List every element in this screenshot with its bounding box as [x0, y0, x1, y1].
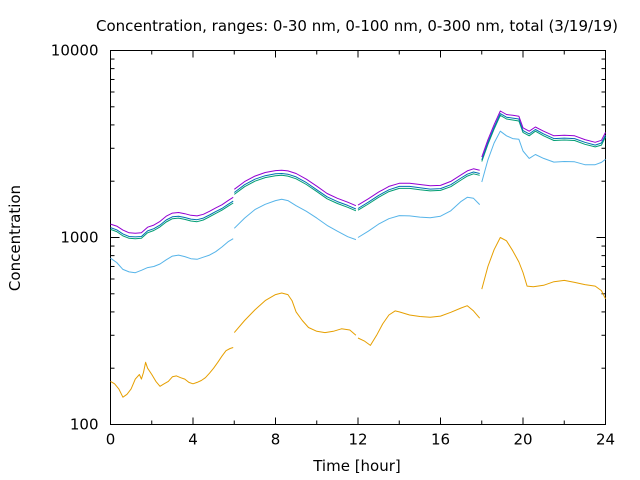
- series-3-line-segment-1: [233, 173, 357, 210]
- series-2-line-segment-2: [357, 173, 480, 211]
- chart-title: Concentration, ranges: 0-30 nm, 0-100 nm…: [96, 17, 618, 35]
- series-1-line-segment-2: [357, 196, 481, 238]
- x-axis: 0 4 8 12 16 20 24: [106, 50, 615, 449]
- series-2-line-segment-0: [110, 202, 234, 240]
- x-tick-label: 24: [596, 431, 615, 449]
- x-axis-label: Time [hour]: [312, 457, 401, 475]
- series-1-line-segment-1: [233, 198, 357, 241]
- y-tick-label: 10000: [51, 42, 99, 60]
- series-3-line-segment-0: [110, 200, 234, 238]
- series-3-line-segment-2: [357, 171, 480, 209]
- y-tick-label: 100: [70, 416, 99, 434]
- series-2-line-segment-1: [234, 174, 357, 212]
- x-tick-label: 20: [513, 431, 532, 449]
- x-tick-label: 12: [348, 431, 367, 449]
- series-2-line-segment-3: [481, 114, 606, 162]
- x-tick-label: 16: [431, 431, 450, 449]
- series-3-line-segment-3: [481, 113, 606, 161]
- series-4-line-segment-2: [357, 168, 480, 206]
- series-0-line-segment-2: [357, 305, 481, 346]
- series-1-line-segment-0: [110, 238, 234, 274]
- x-tick-label: 8: [271, 431, 281, 449]
- series-4-line-segment-1: [234, 169, 357, 207]
- y-tick-label: 1000: [60, 229, 98, 247]
- series-group: [110, 110, 606, 398]
- series-0-line-segment-0: [110, 347, 234, 398]
- y-axis-label: Concentration: [6, 185, 24, 291]
- series-0-line-segment-3: [481, 237, 606, 300]
- x-tick-label: 4: [188, 431, 198, 449]
- series-4-line-segment-3: [481, 110, 606, 158]
- series-0-line-segment-1: [233, 292, 357, 336]
- x-tick-label: 0: [106, 431, 116, 449]
- series-1-line-segment-3: [481, 130, 606, 183]
- y-axis: 100 1000 10000: [51, 42, 606, 434]
- series-4-line-segment-0: [110, 196, 234, 234]
